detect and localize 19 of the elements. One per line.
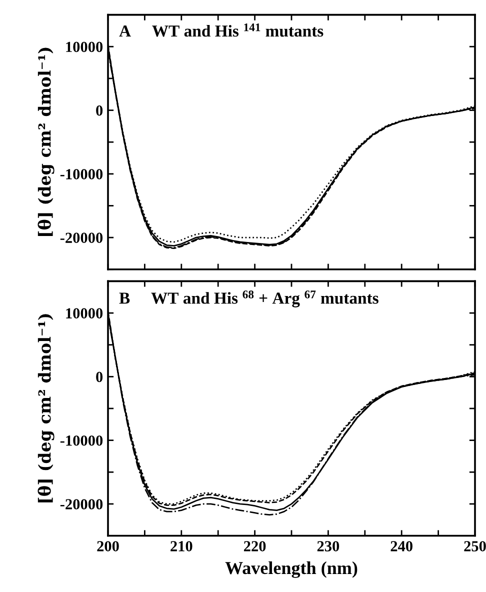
y-tick-label: 10000 [66, 42, 103, 52]
y-tick-label: -20000 [60, 499, 103, 510]
x-axis-title: Wavelength (nm) [225, 561, 358, 578]
y-tick-label: 0 [96, 105, 103, 116]
y-tick-label: -10000 [60, 169, 103, 180]
y-tick-label: -10000 [60, 435, 103, 446]
x-tick-label: 220 [244, 541, 266, 552]
y-tick-label: 0 [96, 372, 103, 382]
x-tick-label: 200 [97, 541, 119, 552]
x-tick-label: 250 [464, 541, 486, 552]
y-tick-label: -20000 [60, 232, 103, 243]
x-tick-label: 230 [317, 541, 340, 552]
x-tick-label: 210 [170, 541, 192, 552]
chart-title: A WT and His $^{141}$ mutants [119, 23, 324, 37]
x-tick-label: 240 [390, 541, 412, 552]
y-tick-label: 10000 [66, 308, 103, 318]
text: B WT and His $^{68}$ + Arg $^{67}$ mutants [119, 290, 378, 308]
y-axis-title: [θ] (deg cm² dmol⁻¹) [38, 314, 54, 502]
y-axis-title: [θ] (deg cm² dmol⁻¹) [38, 48, 54, 236]
